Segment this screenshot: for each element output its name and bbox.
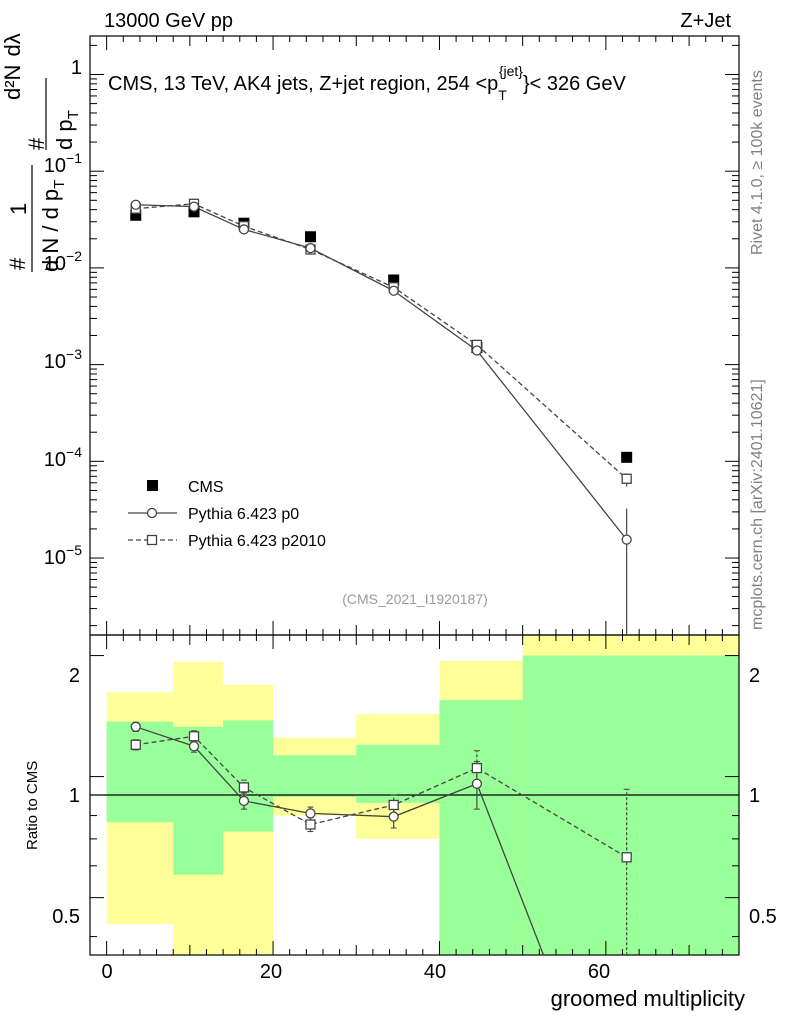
ratio-p0-point-2 xyxy=(238,795,250,807)
band-inner-2 xyxy=(223,720,274,832)
legend-p0-marker xyxy=(146,507,158,519)
ylabel-numerator: d pT xyxy=(52,110,82,150)
legend-p2010-label: Pythia 6.423 p2010 xyxy=(188,533,326,550)
ratio-p0-point-5 xyxy=(471,778,483,789)
legend-p0-label: Pythia 6.423 p0 xyxy=(188,506,299,523)
ratio-p2010-point-5 xyxy=(471,762,483,774)
x-tick-label-60: 60 xyxy=(588,961,610,983)
p0-point-0 xyxy=(130,199,141,210)
cms-point-1 xyxy=(188,206,200,218)
cms-point-3 xyxy=(304,231,316,243)
x-tick-label-0: 0 xyxy=(101,961,112,983)
legend-cms-marker xyxy=(147,480,158,491)
ratio-p2010-point-2 xyxy=(238,782,250,793)
ratio-p0-point-4 xyxy=(388,811,399,822)
ylabel-hash: # xyxy=(5,257,30,270)
cms-point-4 xyxy=(388,274,400,286)
ratio-tick-0.5-right: 0.5 xyxy=(749,906,777,928)
ratio-p0-point-3 xyxy=(305,808,316,819)
p0-point-5 xyxy=(471,345,483,356)
ratio-p0-point-0 xyxy=(130,721,141,732)
series-p2010-line xyxy=(135,203,628,480)
x-tick-labels: 0 20 40 60 xyxy=(101,961,610,983)
ratio-y-axis-label: Ratio to CMS xyxy=(24,761,41,850)
ratio-p0-point-1 xyxy=(188,741,200,752)
y-tick-label-1e-5: 10−5 xyxy=(44,542,82,569)
p0-point-2 xyxy=(238,224,250,235)
cms-point-0 xyxy=(130,209,142,221)
ratio-y-tick-labels: 2 1 0.5 2 1 0.5 xyxy=(52,665,777,928)
ratio-p2010-point-6 xyxy=(621,852,632,863)
ylabel-top: d²Ndλ xyxy=(0,33,25,100)
main-y-tick-labels: 1 10−1 10−2 10−3 10−4 10−5 xyxy=(44,57,82,569)
legend-cms-label: CMS xyxy=(188,479,224,496)
ratio-p2010-point-3 xyxy=(305,819,316,830)
x-tick-label-20: 20 xyxy=(260,961,282,983)
ratio-tick-2-left: 2 xyxy=(69,665,80,687)
rivet-version-label: Rivet 4.1.0, ≥ 100k events xyxy=(749,70,766,255)
ratio-plot-data xyxy=(130,721,632,955)
header-process: 13000 GeV pp xyxy=(104,10,233,32)
legend-p2010-marker xyxy=(146,534,158,546)
band-inner-4 xyxy=(356,744,440,803)
ratio-p2010-point-0 xyxy=(130,739,141,750)
analysis-reference: (CMS_2021_I1920187) xyxy=(342,591,488,607)
p0-point-3 xyxy=(305,243,316,254)
plot-title: CMS, 13 TeV, AK4 jets, Z+jet region, 254… xyxy=(108,63,626,103)
ratio-tick-0.5-left: 0.5 xyxy=(52,906,80,928)
mcplots-label: mcplots.cern.ch [arXiv:2401.10621] xyxy=(749,379,766,630)
ratio-tick-1-right: 1 xyxy=(749,785,760,807)
band-inner-0 xyxy=(106,721,174,823)
y-tick-label-1e-1: 10−1 xyxy=(44,150,82,177)
y-tick-label-1e-3: 10−3 xyxy=(44,346,82,373)
ratio-tick-2-right: 2 xyxy=(749,665,760,687)
x-tick-label-40: 40 xyxy=(424,961,446,983)
axis-ticks xyxy=(90,36,739,955)
ylabel-one: 1 xyxy=(6,203,31,215)
main-y-axis-label: # 1 d N / d pT # d pT d²Ndλ xyxy=(0,33,82,272)
y-tick-label-1: 1 xyxy=(71,57,82,79)
p0-point-6 xyxy=(621,534,632,545)
ratio-p2010-point-1 xyxy=(188,731,200,742)
p2010-point-6 xyxy=(621,473,632,484)
main-plot-data xyxy=(130,198,633,635)
ratio-p2010-point-4 xyxy=(388,799,399,811)
p0-point-1 xyxy=(188,201,200,212)
band-inner-3 xyxy=(273,755,357,797)
x-axis-label: groomed multiplicity xyxy=(551,986,745,1011)
ylabel-numerator-hash: # xyxy=(24,137,49,150)
legend: CMS Pythia 6.423 p0 Pythia 6.423 p2010 xyxy=(128,479,326,550)
ratio-tick-1-left: 1 xyxy=(69,785,80,807)
header-channel: Z+Jet xyxy=(680,10,731,32)
cms-point-6 xyxy=(621,451,633,463)
band-inner-5 xyxy=(439,700,523,955)
band-inner-6 xyxy=(522,655,739,955)
p0-point-4 xyxy=(388,285,399,296)
y-tick-label-1e-4: 10−4 xyxy=(44,444,82,471)
ylabel-denominator: d N / d pT xyxy=(38,180,68,272)
